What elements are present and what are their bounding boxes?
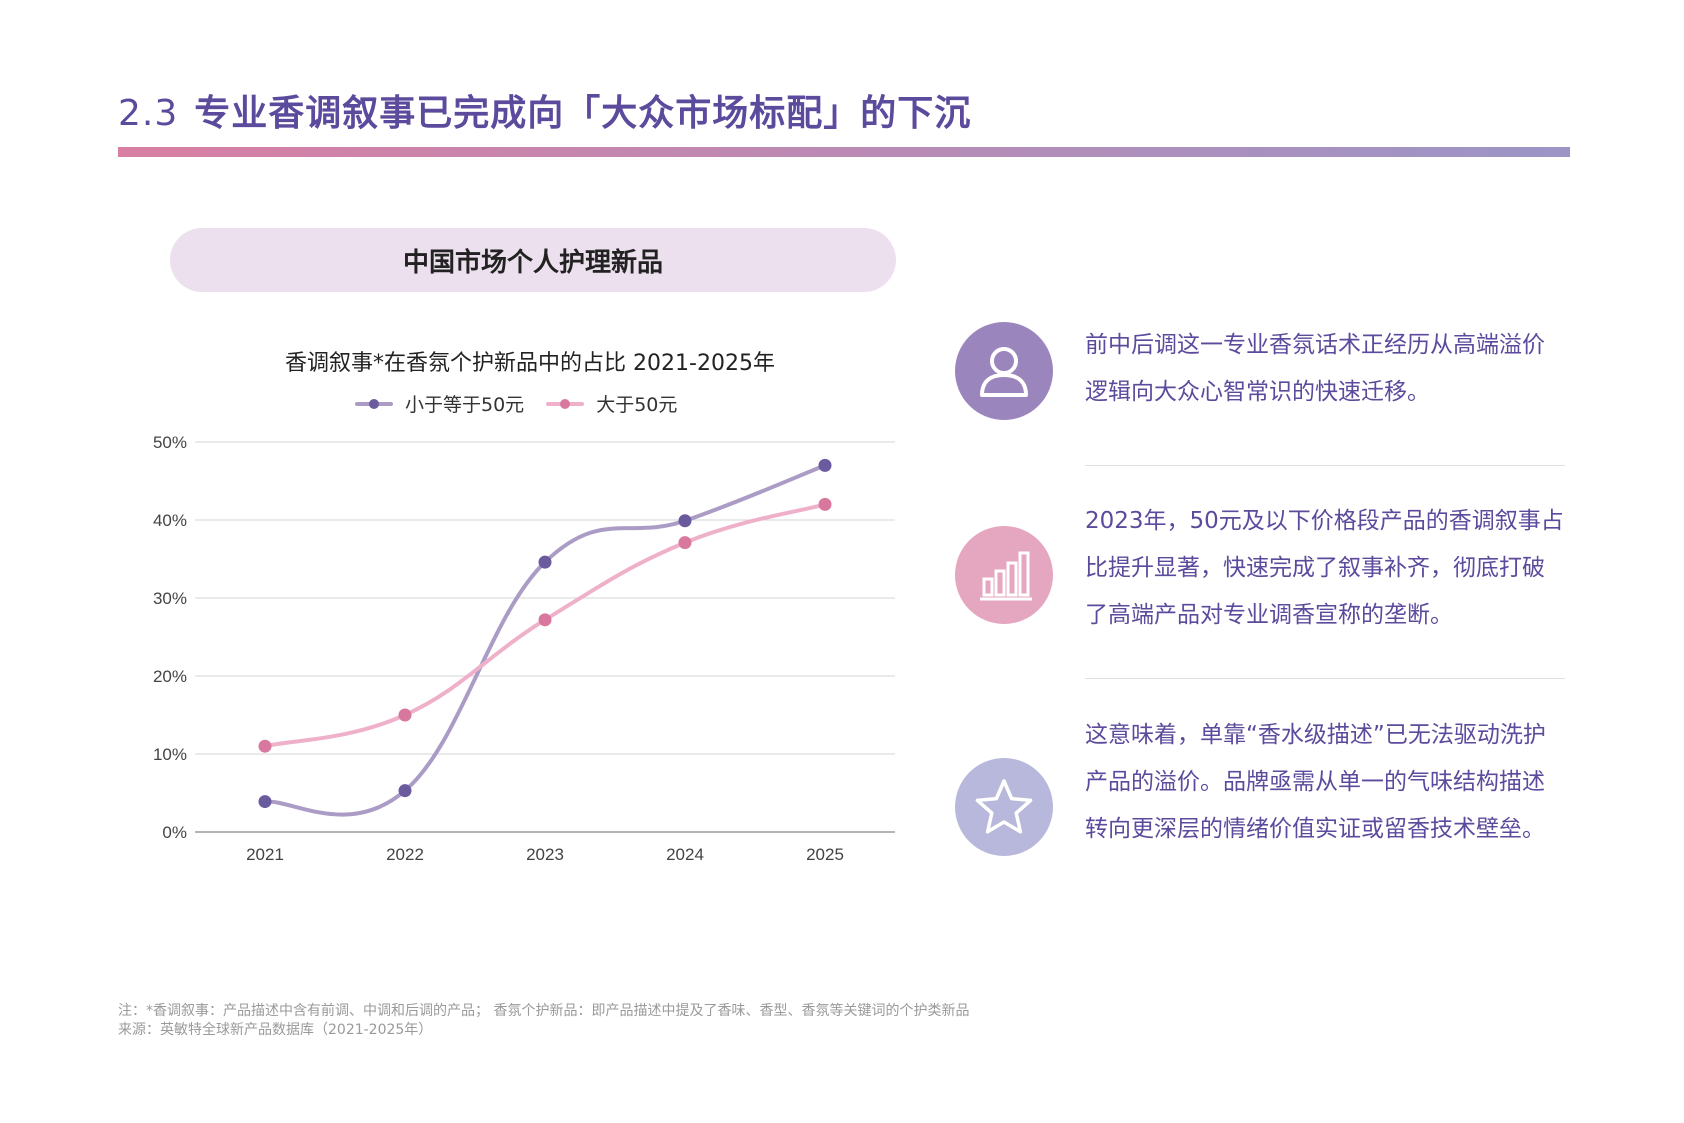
y-tick-label: 30% [153,589,187,608]
legend-marker [369,398,379,409]
section-number: 2.3 [118,93,179,134]
section-label: 中国市场个人护理新品 [402,247,663,278]
data-point-series-0 [678,514,692,528]
x-tick-label: 2024 [666,845,704,864]
y-tick-label: 0% [162,823,187,842]
series-line-0 [263,463,827,817]
y-tick-label: 20% [153,667,187,686]
legend-item-series-0: 小于等于50元 [355,390,524,417]
insight-text: 2023年，50元及以下价格段产品的香调叙事占比提升显著，快速完成了叙事补齐，彻… [1085,508,1564,628]
chart-title: 香调叙事*在香氛个护新品中的占比 2021-2025年 [285,351,775,376]
x-tick-label: 2025 [806,845,844,864]
legend-item-series-1: 大于50元 [546,390,677,417]
bar-chart-icon [955,526,1053,624]
star-icon [955,758,1053,856]
chart-legend: 小于等于50元 大于50元 [355,390,677,417]
insight-text: 这意味着，单靠“香水级描述”已无法驱动洗护产品的溢价。品牌亟需从单一的气味结构描… [1085,722,1546,842]
footnote-note: 注：*香调叙事：产品描述中含有前调、中调和后调的产品； 香氛个护新品：即产品描述… [118,1003,970,1019]
y-tick-label: 10% [153,745,187,764]
data-point-series-0 [538,555,552,569]
title-underline [118,147,1570,157]
divider [1085,678,1565,679]
x-tick-label: 2021 [246,845,284,864]
legend-label: 小于等于50元 [405,394,525,416]
data-point-series-0 [818,458,832,472]
data-point-series-1 [538,613,552,627]
title-text: 专业香调叙事已完成向「大众市场标配」的下沉 [194,93,972,134]
data-point-series-1 [818,497,832,511]
data-point-series-1 [258,739,272,753]
person-icon [955,322,1053,420]
legend-marker [560,398,571,409]
line-chart: 0% 10% 20% 30% 40% 50% 2021 2022 2023 2024 2025 [153,433,895,864]
section-label-pill: 中国市场个人护理新品 [170,228,896,292]
insight-text: 前中后调这一专业香氛话术正经历从高端溢价逻辑向大众心智常识的快速迁移。 [1085,332,1545,405]
footnote-source: 来源：英敏特全球新产品数据库（2021-2025年） [118,1022,433,1038]
legend-label: 大于50元 [596,394,678,416]
x-tick-label: 2023 [526,845,564,864]
data-point-series-1 [678,536,692,550]
data-point-series-1 [398,708,412,722]
page-title: 2.3 专业香调叙事已完成向「大众市场标配」的下沉 [118,84,971,136]
data-point-series-0 [398,784,412,798]
divider [1085,465,1565,466]
legend-swatch [355,398,393,409]
y-tick-label: 50% [153,433,187,452]
data-point-series-0 [258,795,272,809]
y-tick-label: 40% [153,511,187,530]
x-tick-label: 2022 [386,845,424,864]
legend-swatch [546,398,585,409]
